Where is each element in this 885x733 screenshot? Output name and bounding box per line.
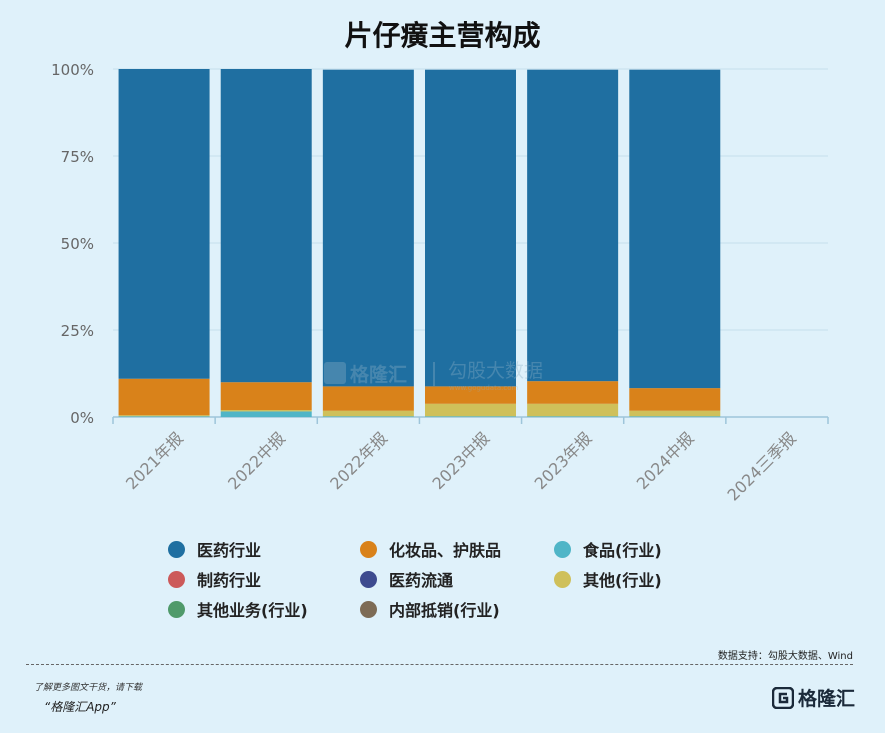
legend-item: 医药流通 — [360, 568, 554, 590]
legend-item: 内部抵销(行业) — [360, 598, 554, 620]
bar-segment — [527, 69, 619, 382]
watermark-url: www.gogudata.com — [449, 384, 518, 392]
x-tick-labels: 2021年报 2022中报 2022年报 2023中报 2023年报 2024中报 2024… — [122, 428, 800, 504]
brand-logo: 格隆汇 — [772, 684, 855, 711]
legend-swatch — [168, 570, 185, 588]
legend-swatch — [360, 600, 377, 618]
bars — [118, 69, 721, 417]
bar-segment — [322, 416, 414, 417]
x-tick-label: 2022年报 — [326, 428, 391, 493]
bar-segment — [527, 416, 619, 417]
y-tick-label: 0% — [70, 409, 94, 427]
x-tick-label: 2023年报 — [531, 428, 596, 493]
bar-segment — [425, 416, 516, 417]
bar-segment — [118, 416, 210, 417]
bar-segment — [629, 416, 721, 417]
y-tick-labels: 0% 25% 50% 75% 100% — [51, 61, 94, 427]
legend-item: 制药行业 — [168, 568, 360, 590]
brand-logo-icon — [772, 686, 794, 709]
bar-segment — [118, 69, 210, 379]
watermark: 格隆汇 勾股大数据 www.gogudata.com — [324, 360, 543, 392]
legend-item: 其他业务(行业) — [168, 598, 360, 620]
bar-segment — [220, 69, 312, 383]
legend-label: 医药流通 — [389, 571, 454, 590]
bar-segment — [220, 411, 312, 417]
legend-swatch — [360, 540, 377, 558]
y-tick-label: 25% — [61, 322, 94, 340]
legend-label: 制药行业 — [197, 571, 262, 590]
footer-download-text: 了解更多图文干货，请下载 — [34, 683, 143, 693]
legend-swatch — [554, 540, 571, 558]
legend-label: 医药行业 — [197, 541, 262, 560]
bar-segment — [527, 403, 619, 417]
y-tick-label: 50% — [61, 235, 94, 253]
bar-segment — [118, 378, 210, 416]
bar-segment — [425, 386, 516, 404]
bar-segment — [629, 410, 721, 417]
y-tick-label: 100% — [51, 61, 94, 79]
legend-swatch — [554, 570, 571, 588]
legend: 医药行业 化妆品、护肤品 食品(行业) 制药行业 医药流通 其他(行业) 其他业务(行业) 内… — [168, 538, 728, 620]
bar-segment — [629, 69, 721, 389]
bar-segment — [322, 69, 414, 387]
bar-segment — [220, 382, 312, 411]
legend-swatch — [168, 540, 185, 558]
legend-label: 内部抵销(行业) — [389, 601, 500, 620]
bar-segment — [118, 415, 210, 417]
watermark-logo-icon — [324, 362, 346, 384]
footer-app-name: “格隆汇App” — [44, 700, 116, 714]
bar-segment — [629, 388, 721, 411]
legend-label: 化妆品、护肤品 — [389, 541, 502, 560]
bar-segment — [322, 410, 414, 417]
legend-swatch — [168, 600, 185, 618]
x-tick-label: 2024三季报 — [724, 428, 800, 504]
footer-divider — [26, 664, 853, 665]
legend-item: 医药行业 — [168, 538, 360, 560]
x-tick-label: 2024中报 — [633, 428, 698, 493]
legend-label: 食品(行业) — [583, 541, 662, 560]
bar-segment — [425, 403, 516, 417]
watermark-slogan: 勾股大数据 — [448, 360, 543, 382]
legend-label: 其他业务(行业) — [197, 601, 308, 620]
data-source: 数据支持：勾股大数据、Wind — [717, 651, 853, 662]
chart-title: 片仔癀主营构成 — [344, 19, 541, 52]
x-tick-label: 2021年报 — [122, 428, 187, 493]
legend-swatch — [360, 570, 377, 588]
x-tick-label: 2022中报 — [224, 428, 289, 493]
legend-item: 化妆品、护肤品 — [360, 538, 554, 560]
legend-item: 食品(行业) — [554, 538, 724, 560]
x-tick-label: 2023中报 — [428, 428, 493, 493]
stacked-bar-chart: 0% 25% 50% 75% 100% 格隆汇 勾股大数据 www.gogudata.c… — [51, 61, 829, 505]
watermark-brand: 格隆汇 — [350, 363, 407, 386]
legend-item: 其他(行业) — [554, 568, 724, 590]
bar-segment — [220, 410, 312, 412]
y-tick-label: 75% — [61, 148, 94, 166]
legend-label: 其他(行业) — [583, 571, 662, 590]
bar-segment — [322, 386, 414, 411]
bar-segment — [425, 69, 516, 387]
brand-name: 格隆汇 — [798, 688, 856, 710]
bar-segment — [527, 381, 619, 404]
